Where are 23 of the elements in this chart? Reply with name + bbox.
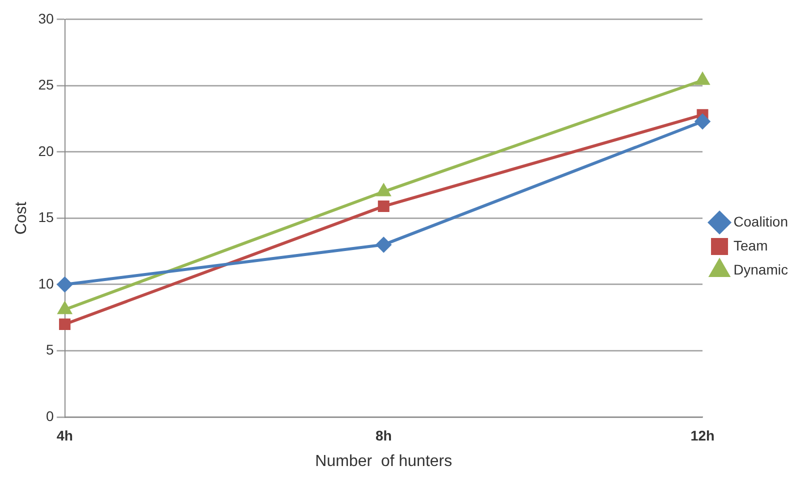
point (696, 72, 710, 85)
y-tick-label: 5 (46, 342, 54, 358)
y-tick-label: 20 (38, 142, 54, 159)
y-tick-label: 30 (38, 10, 54, 26)
point (59, 318, 71, 330)
y-tick-label: 15 (38, 209, 54, 226)
point (695, 114, 710, 129)
y-tick-label: 10 (38, 275, 54, 292)
point (57, 276, 72, 292)
point (376, 237, 392, 252)
point (376, 184, 390, 196)
point (378, 200, 390, 212)
x-axis-title: Number of hunters (315, 452, 452, 470)
legend-label: Team (734, 237, 768, 254)
legend-label: Dynamic (734, 261, 788, 278)
y-tick-label: 25 (38, 76, 54, 93)
x-tick-label: 4h (56, 427, 73, 444)
x-tick-label: 12h (690, 427, 715, 444)
y-tick-label: 0 (46, 408, 54, 424)
point (58, 302, 72, 314)
y-axis-title: Cost (13, 201, 30, 235)
x-tick-label: 8h (375, 427, 392, 444)
legend-label: Coalition (734, 213, 788, 230)
